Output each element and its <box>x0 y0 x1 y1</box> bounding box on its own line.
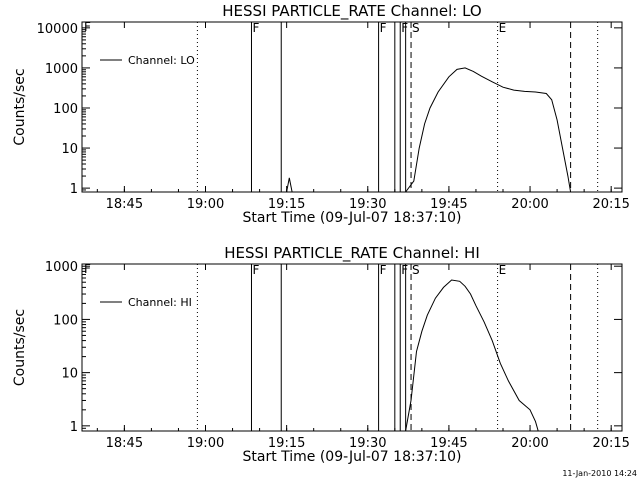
panel2-y-tick-label: 100 <box>53 313 78 328</box>
panel1-x-tick-label: 20:15 <box>592 197 629 212</box>
panel1-event-label: S <box>412 21 420 35</box>
panel2-chart-title: HESSI PARTICLE_RATE Channel: HI <box>224 244 480 263</box>
panel1-legend-label: Channel: LO <box>128 54 195 67</box>
panel1-x-tick-label: 19:00 <box>187 197 224 212</box>
panel2-plot-frame <box>81 263 623 432</box>
panel2-corner-marker: F <box>84 262 91 276</box>
panel2-y-tick-label: 1000 <box>45 260 78 275</box>
panel1-chart-title: HESSI PARTICLE_RATE Channel: LO <box>222 2 481 21</box>
panel2-x-axis-label: Start Time (09-Jul-07 18:37:10) <box>242 449 461 465</box>
panel2-legend-label: Channel: HI <box>128 296 192 309</box>
panel1-x-tick-label: 20:00 <box>511 197 548 212</box>
panel1-x-tick-label: 18:45 <box>106 197 143 212</box>
panel1-y-tick-label: 10000 <box>37 22 78 37</box>
panel1-event-label: E <box>499 21 507 35</box>
panel1-y-axis-label: Counts/sec <box>12 68 28 145</box>
panel2-x-tick-label: 20:15 <box>592 436 629 451</box>
panel2-event-label: F <box>380 263 387 277</box>
panel2-event-label: E <box>499 263 507 277</box>
panel2-x-tick-label: 20:00 <box>511 436 548 451</box>
panel1-event-label: F <box>401 21 408 35</box>
panel1-x-tick-label: 19:30 <box>349 197 386 212</box>
panel2-y-tick-label: 10 <box>61 367 78 382</box>
panel1-plot-frame <box>81 21 623 193</box>
footer-timestamp: 11-Jan-2010 14:24 <box>562 469 637 478</box>
panel1-x-tick-label: 19:45 <box>430 197 467 212</box>
panel1-y-tick-label: 1 <box>70 182 78 197</box>
panel2-x-tick-label: 19:00 <box>187 436 224 451</box>
panel1-x-axis-label: Start Time (09-Jul-07 18:37:10) <box>242 210 461 226</box>
panel1-event-label: F <box>252 21 259 35</box>
panel2-x-tick-label: 19:15 <box>268 436 305 451</box>
panel1-x-tick-label: 19:15 <box>268 197 305 212</box>
panel2-x-tick-label: 18:45 <box>106 436 143 451</box>
panel2-event-label: S <box>412 263 420 277</box>
panel2-y-tick-label: 1 <box>70 420 78 435</box>
panel2-series-line <box>82 279 539 432</box>
panel2-event-label: F <box>252 263 259 277</box>
panel1-event-label: F <box>380 21 387 35</box>
panel2-y-axis-label: Counts/sec <box>12 309 28 386</box>
panel2-x-tick-label: 19:45 <box>430 436 467 451</box>
panel1-series-line <box>82 67 572 193</box>
panel1-corner-marker: F <box>84 20 91 34</box>
panel2-x-tick-label: 19:30 <box>349 436 386 451</box>
panel1-y-tick-label: 1000 <box>45 62 78 77</box>
panel2-event-label: F <box>401 263 408 277</box>
panel1-y-tick-label: 100 <box>53 102 78 117</box>
panel1-y-tick-label: 10 <box>61 142 78 157</box>
